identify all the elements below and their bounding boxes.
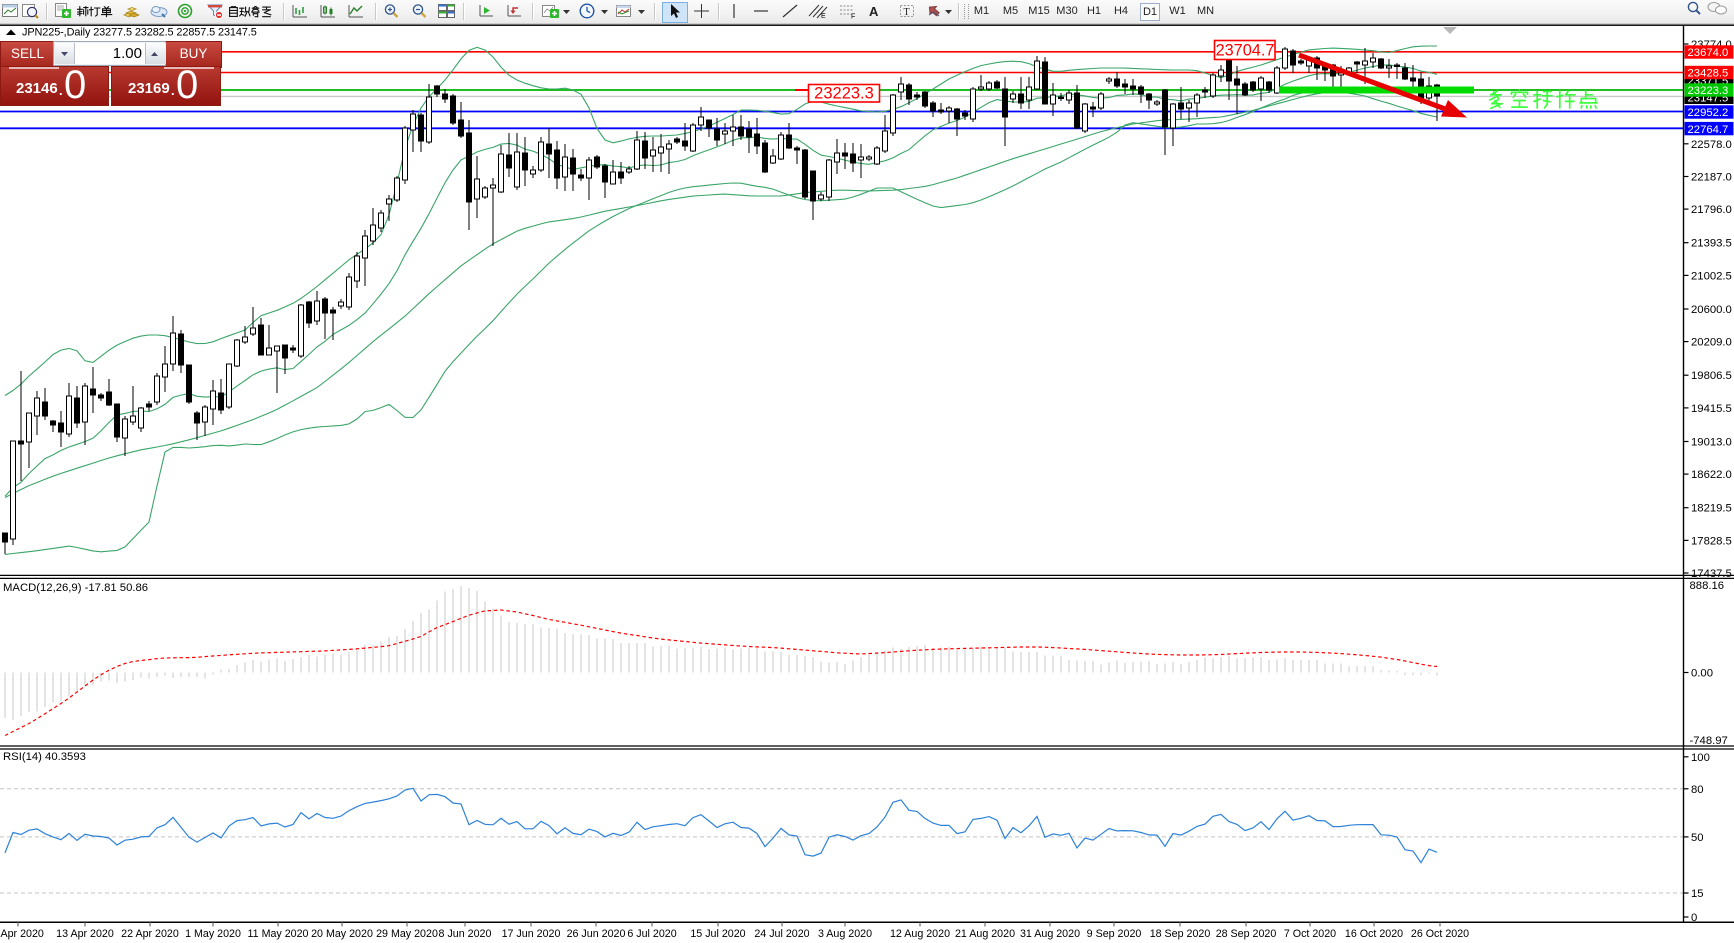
svg-text:7 Oct 2020: 7 Oct 2020 bbox=[1284, 928, 1336, 940]
svg-text:23223.3: 23223.3 bbox=[1688, 85, 1729, 97]
svg-text:22952.2: 22952.2 bbox=[1688, 107, 1729, 119]
svg-text:20 May 2020: 20 May 2020 bbox=[311, 928, 373, 940]
svg-text:29 May 2020: 29 May 2020 bbox=[376, 928, 438, 940]
svg-text:20209.0: 20209.0 bbox=[1691, 337, 1732, 349]
svg-text:31 Aug 2020: 31 Aug 2020 bbox=[1020, 928, 1080, 940]
svg-text:T: T bbox=[904, 7, 910, 18]
svg-text:21 Aug 2020: 21 Aug 2020 bbox=[955, 928, 1015, 940]
svg-text:15: 15 bbox=[1691, 888, 1704, 900]
svg-text:JPN225-,Daily 23277.5 23282.5: JPN225-,Daily 23277.5 23282.5 22857.5 23… bbox=[22, 27, 257, 39]
svg-text:26 Oct 2020: 26 Oct 2020 bbox=[1411, 928, 1469, 940]
svg-text:22578.0: 22578.0 bbox=[1691, 139, 1732, 151]
svg-text:3 Apr 2020: 3 Apr 2020 bbox=[0, 928, 44, 940]
svg-text:0: 0 bbox=[1691, 912, 1697, 924]
svg-text:50: 50 bbox=[1691, 832, 1704, 844]
svg-text:19806.5: 19806.5 bbox=[1691, 370, 1732, 382]
svg-text:888.16: 888.16 bbox=[1690, 580, 1725, 592]
svg-text:22764.7: 22764.7 bbox=[1688, 124, 1729, 136]
svg-text:RSI(14) 40.3593: RSI(14) 40.3593 bbox=[3, 751, 86, 763]
svg-text:23428.5: 23428.5 bbox=[1688, 68, 1729, 80]
svg-text:22187.0: 22187.0 bbox=[1691, 172, 1732, 184]
svg-text:15 Jul 2020: 15 Jul 2020 bbox=[690, 928, 745, 940]
svg-text:8 Jun 2020: 8 Jun 2020 bbox=[439, 928, 492, 940]
svg-text:E: E bbox=[821, 13, 826, 19]
svg-text:26 Jun 2020: 26 Jun 2020 bbox=[567, 928, 626, 940]
svg-text:19013.0: 19013.0 bbox=[1691, 437, 1732, 449]
svg-text:23704.7: 23704.7 bbox=[1216, 42, 1275, 60]
svg-text:1 May 2020: 1 May 2020 bbox=[185, 928, 241, 940]
svg-text:20600.0: 20600.0 bbox=[1691, 304, 1732, 316]
svg-text:0.00: 0.00 bbox=[1691, 668, 1713, 680]
svg-text:17828.5: 17828.5 bbox=[1691, 535, 1732, 547]
svg-text:80: 80 bbox=[1691, 784, 1704, 796]
svg-text:13 Apr 2020: 13 Apr 2020 bbox=[56, 928, 114, 940]
svg-text:11 May 2020: 11 May 2020 bbox=[248, 928, 309, 940]
svg-text:24 Jul 2020: 24 Jul 2020 bbox=[754, 928, 809, 940]
svg-text:28 Sep 2020: 28 Sep 2020 bbox=[1216, 928, 1277, 940]
svg-text:22 Apr 2020: 22 Apr 2020 bbox=[121, 928, 179, 940]
svg-text:12 Aug 2020: 12 Aug 2020 bbox=[890, 928, 950, 940]
svg-text:18 Sep 2020: 18 Sep 2020 bbox=[1150, 928, 1211, 940]
svg-text:F: F bbox=[851, 14, 855, 20]
svg-text:21002.5: 21002.5 bbox=[1691, 270, 1732, 282]
svg-text:18622.0: 18622.0 bbox=[1691, 469, 1732, 481]
svg-text:9 Sep 2020: 9 Sep 2020 bbox=[1087, 928, 1142, 940]
svg-text:18219.5: 18219.5 bbox=[1691, 503, 1732, 515]
svg-text:17437.5: 17437.5 bbox=[1691, 568, 1732, 580]
svg-text:23223.3: 23223.3 bbox=[814, 85, 874, 103]
svg-text:19415.5: 19415.5 bbox=[1691, 403, 1732, 415]
svg-text:21393.5: 21393.5 bbox=[1691, 238, 1732, 250]
svg-text:17 Jun 2020: 17 Jun 2020 bbox=[502, 928, 561, 940]
svg-text:23674.0: 23674.0 bbox=[1688, 47, 1729, 59]
svg-text:3 Aug 2020: 3 Aug 2020 bbox=[818, 928, 872, 940]
svg-text:-748.97: -748.97 bbox=[1690, 735, 1728, 747]
svg-text:6 Jul 2020: 6 Jul 2020 bbox=[627, 928, 676, 940]
svg-text:MACD(12,26,9) -17.81 50.86: MACD(12,26,9) -17.81 50.86 bbox=[3, 582, 148, 594]
svg-text:16 Oct 2020: 16 Oct 2020 bbox=[1345, 928, 1403, 940]
svg-text:100: 100 bbox=[1691, 752, 1710, 764]
svg-text:21796.0: 21796.0 bbox=[1691, 204, 1732, 216]
